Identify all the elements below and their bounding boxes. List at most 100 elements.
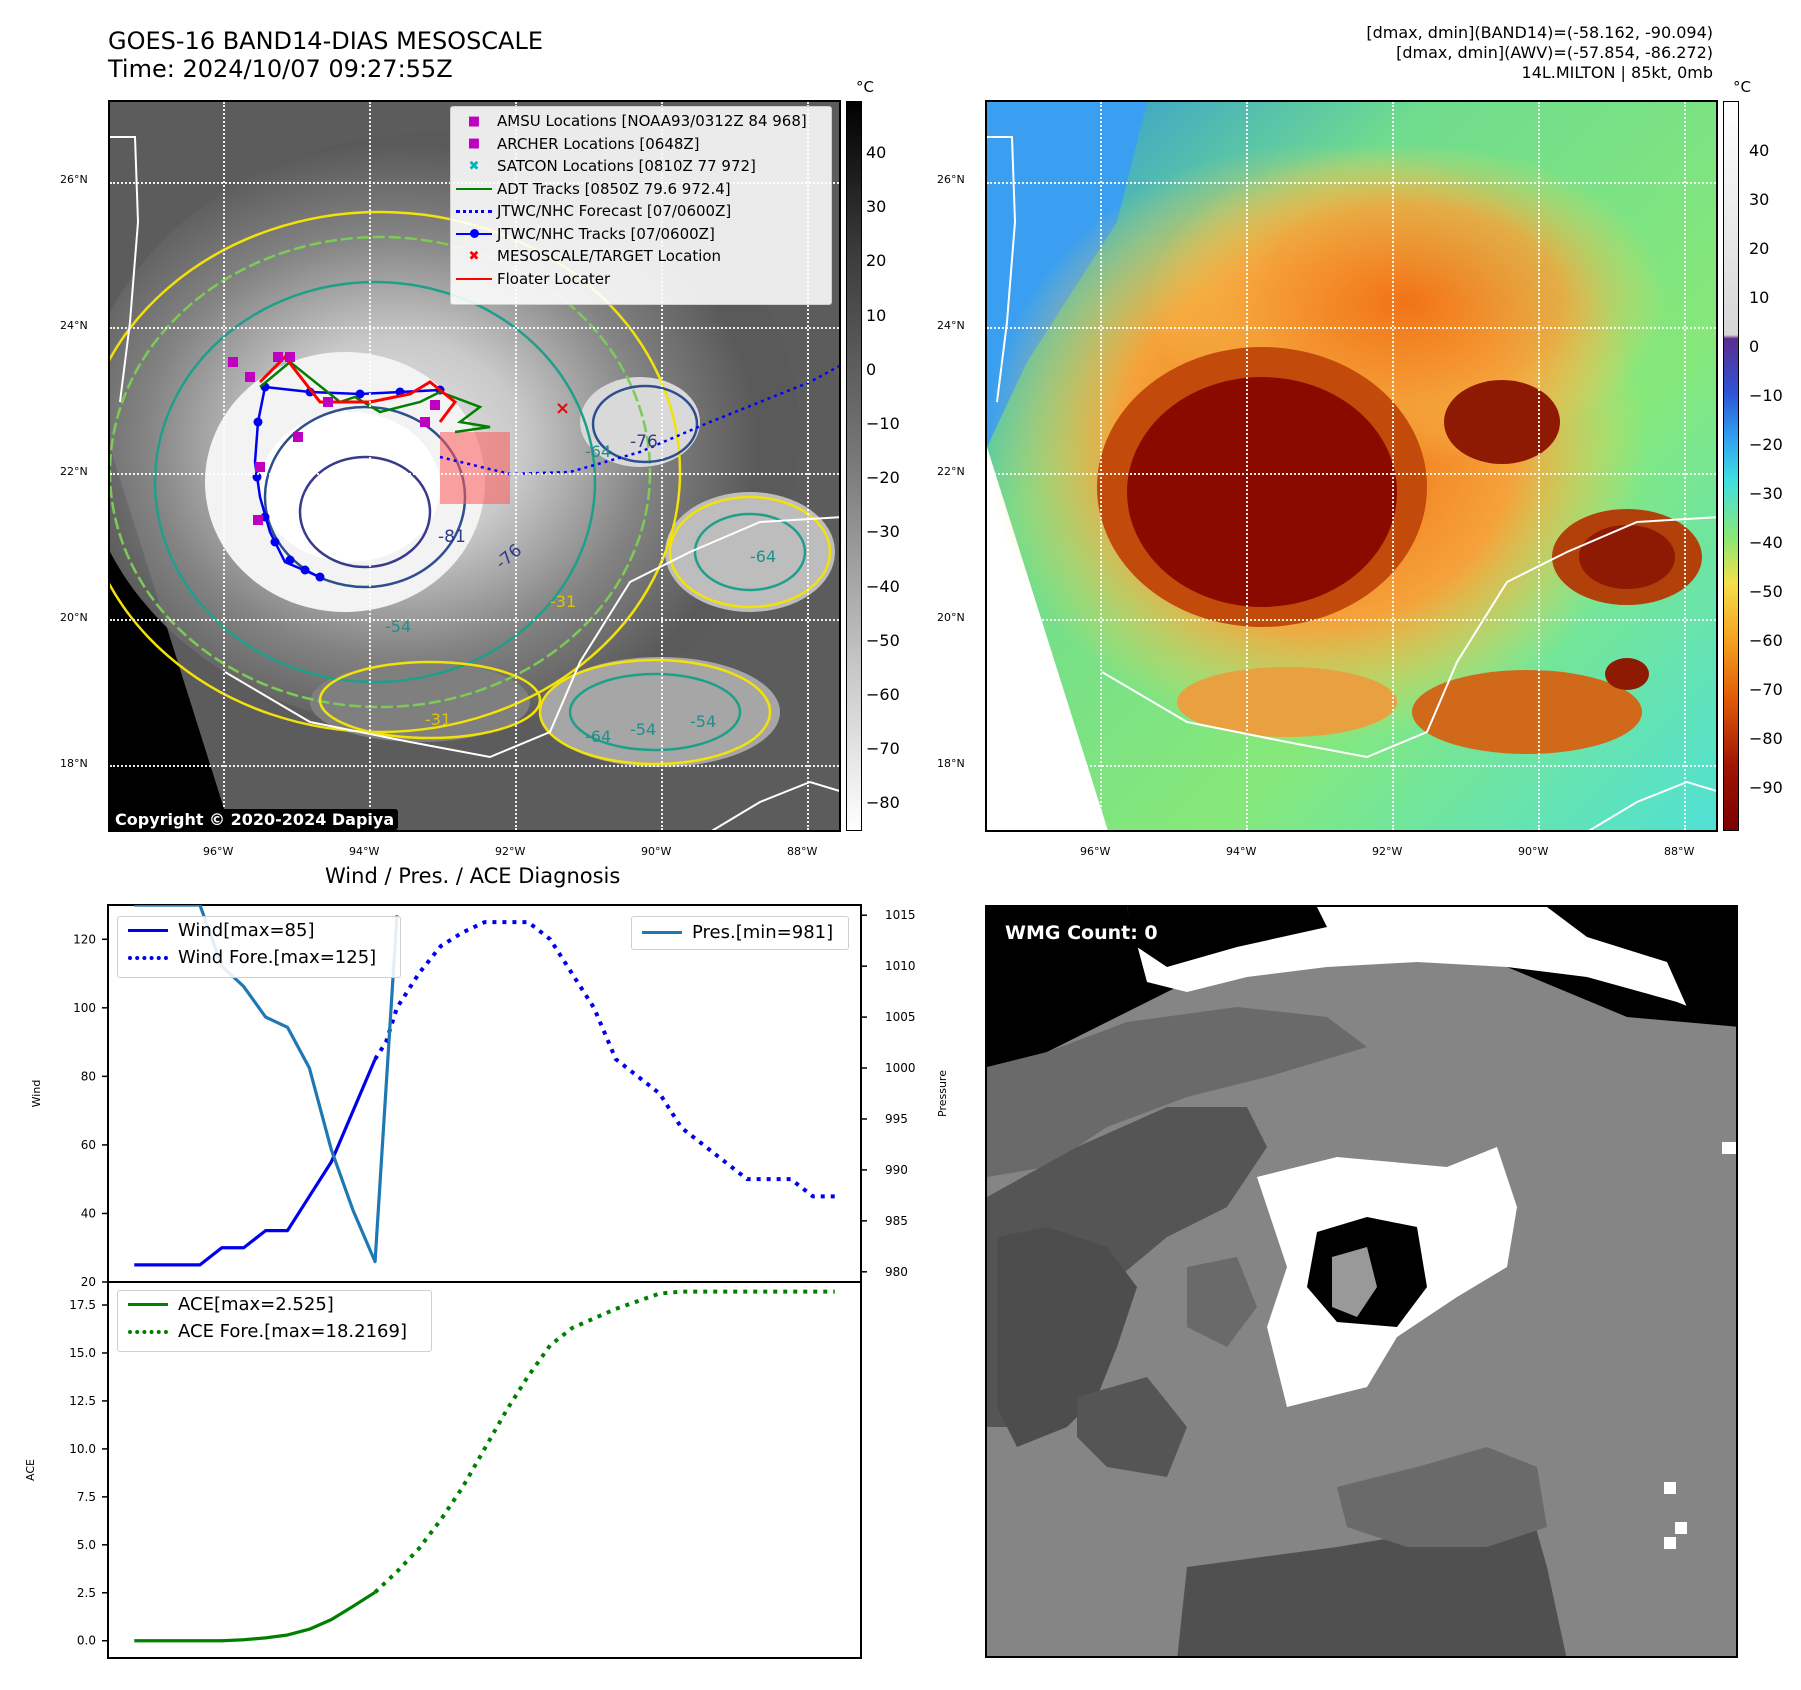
legend-label: MESOSCALE/TARGET Location <box>497 247 722 266</box>
colorbar-tick-label: −30 <box>1749 484 1783 503</box>
legend-label: ACE Fore.[max=18.2169] <box>178 1321 407 1342</box>
ace-ytick-label: 15.0 <box>69 1346 96 1360</box>
wmg-imagery <box>987 907 1736 1656</box>
ace-series-line <box>134 1590 376 1643</box>
color-ir-map-panel[interactable] <box>985 100 1718 832</box>
ace-ytick-label: 7.5 <box>77 1490 96 1504</box>
ace-ytick-label: 2.5 <box>77 1586 96 1600</box>
legend-item: Pres.[min=981] <box>632 917 848 947</box>
colorbar-tick-label: −80 <box>866 793 900 813</box>
colorbar-tick-label: −70 <box>1749 680 1783 699</box>
ace-ytick-label: 17.5 <box>69 1298 96 1312</box>
legend-label: ACE[max=2.525] <box>178 1294 334 1315</box>
x-marker-icon: ✖ <box>468 248 480 264</box>
ace-ytick-label: 10.0 <box>69 1442 96 1456</box>
legend-label: AMSU Locations [NOAA93/0312Z 84 968] <box>497 112 807 131</box>
line-marker-icon <box>451 277 497 280</box>
legend-label: Wind[max=85] <box>178 920 315 941</box>
solid-line-icon <box>118 1303 178 1306</box>
wind-series-line <box>134 1058 377 1267</box>
lat-label: 24°N <box>937 319 965 332</box>
legend-item: ACE Fore.[max=18.2169] <box>118 1318 431 1345</box>
line-marker-icon <box>451 187 497 190</box>
lat-label: 26°N <box>60 173 88 186</box>
legend-label: ARCHER Locations [0648Z] <box>497 134 700 153</box>
lon-label: 96°W <box>1080 845 1111 858</box>
legend-item: ✖ SATCON Locations [0810Z 77 972] <box>451 155 831 178</box>
colorbar-unit: °C <box>1733 78 1751 96</box>
stats-line2: [dmax, dmin](AWV)=(-57.854, -86.272) <box>1396 43 1713 62</box>
colorbar-tick-label: −20 <box>866 468 900 488</box>
pressure-ytick-label: 1000 <box>885 1061 916 1075</box>
colorbar-tick-label: 0 <box>866 359 877 379</box>
map-title-line2: Time: 2024/10/07 09:27:55Z <box>108 55 453 83</box>
colorbar-tick-label: 30 <box>1749 190 1770 209</box>
svg-text:×: × <box>555 398 570 419</box>
colorbar-tick-label: −50 <box>1749 582 1783 601</box>
pressure-ytick-label: 1010 <box>885 959 916 973</box>
stats-line3: 14L.MILTON | 85kt, 0mb <box>1521 63 1713 82</box>
ace-axis-label: ACE <box>24 1459 37 1481</box>
contour-label: -31 <box>550 592 577 611</box>
map-legend: ■ AMSU Locations [NOAA93/0312Z 84 968] ■ A… <box>450 106 832 305</box>
legend-item: JTWC/NHC Tracks [07/0600Z] <box>451 223 831 246</box>
colorbar-tick-label: 40 <box>1749 141 1770 160</box>
wmg-panel[interactable]: WMG Count: 0 <box>985 905 1738 1658</box>
color-ir-imagery <box>987 102 1716 830</box>
colorbar-tick-label: −60 <box>866 685 900 704</box>
legend-item: ■ AMSU Locations [NOAA93/0312Z 84 968] <box>451 110 831 133</box>
dotted-line-icon <box>118 1329 178 1334</box>
contour-label: -76 <box>630 432 658 452</box>
wind-forecast-line <box>373 920 835 1199</box>
lon-label: 90°W <box>641 845 672 858</box>
copyright-label: Copyright © 2020-2024 Dapiya <box>111 809 399 830</box>
color-colorbar <box>1723 101 1739 831</box>
wind-ytick-label: 40 <box>81 1206 96 1220</box>
contour-label: -81 <box>438 527 466 547</box>
legend-item: ACE[max=2.525] <box>118 1291 431 1318</box>
lat-label: 22°N <box>937 465 965 478</box>
legend-label: JTWC/NHC Tracks [07/0600Z] <box>497 224 715 243</box>
pressure-ytick-label: 1005 <box>885 1010 916 1024</box>
wind-ytick-label: 80 <box>81 1069 96 1083</box>
colorbar-tick-label: −40 <box>1749 533 1783 552</box>
ir-map-panel[interactable]: × -81 -76 -76 -64 -64 -54 -31 -31 -54 -6… <box>108 100 841 832</box>
lon-label: 88°W <box>1664 845 1695 858</box>
pressure-axis-label: Pressure <box>936 1070 949 1117</box>
dot-line-icon <box>451 228 497 238</box>
colorbar-tick-label: −90 <box>1749 778 1783 797</box>
lat-label: 20°N <box>937 611 965 624</box>
lat-label: 18°N <box>937 757 965 770</box>
contour-label: -54 <box>385 617 412 636</box>
wind-axis-label: Wind <box>30 1080 43 1108</box>
legend-item: JTWC/NHC Forecast [07/0600Z] <box>451 200 831 223</box>
colorbar-tick-label: 30 <box>866 197 887 217</box>
lon-label: 88°W <box>787 845 818 858</box>
solid-line-icon <box>632 930 692 934</box>
colorbar-tick-label: −70 <box>866 739 900 759</box>
dotted-line-icon <box>118 955 178 960</box>
lon-label: 92°W <box>1372 845 1403 858</box>
colorbar-tick-label: −40 <box>866 576 900 596</box>
solid-line-icon <box>118 929 178 932</box>
stats-line1: [dmax, dmin](BAND14)=(-58.162, -90.094) <box>1366 23 1713 42</box>
legend-label: JTWC/NHC Forecast [07/0600Z] <box>497 202 732 221</box>
lat-label: 24°N <box>60 319 88 332</box>
contour-label: -54 <box>690 712 717 731</box>
colorbar-tick-label: 20 <box>1749 239 1770 258</box>
square-marker-icon: ■ <box>467 113 481 129</box>
colorbar-tick-label: 10 <box>866 305 887 325</box>
pressure-legend: Pres.[min=981] <box>631 916 849 950</box>
wind-ytick-label: 20 <box>81 1275 96 1289</box>
colorbar-tick-label: −20 <box>1749 435 1783 454</box>
legend-label: Floater Locater <box>497 269 611 288</box>
colorbar-unit: °C <box>856 78 874 96</box>
wind-ytick-label: 60 <box>81 1138 96 1152</box>
colorbar-tick-label: −50 <box>866 630 900 650</box>
pressure-ytick-label: 985 <box>885 1214 908 1228</box>
chart-title: Wind / Pres. / ACE Diagnosis <box>325 864 621 888</box>
ace-ytick-label: 0.0 <box>77 1634 96 1648</box>
lat-label: 22°N <box>60 465 88 478</box>
legend-item: ADT Tracks [0850Z 79.6 972.4] <box>451 178 831 201</box>
contour-label: -64 <box>585 442 612 461</box>
